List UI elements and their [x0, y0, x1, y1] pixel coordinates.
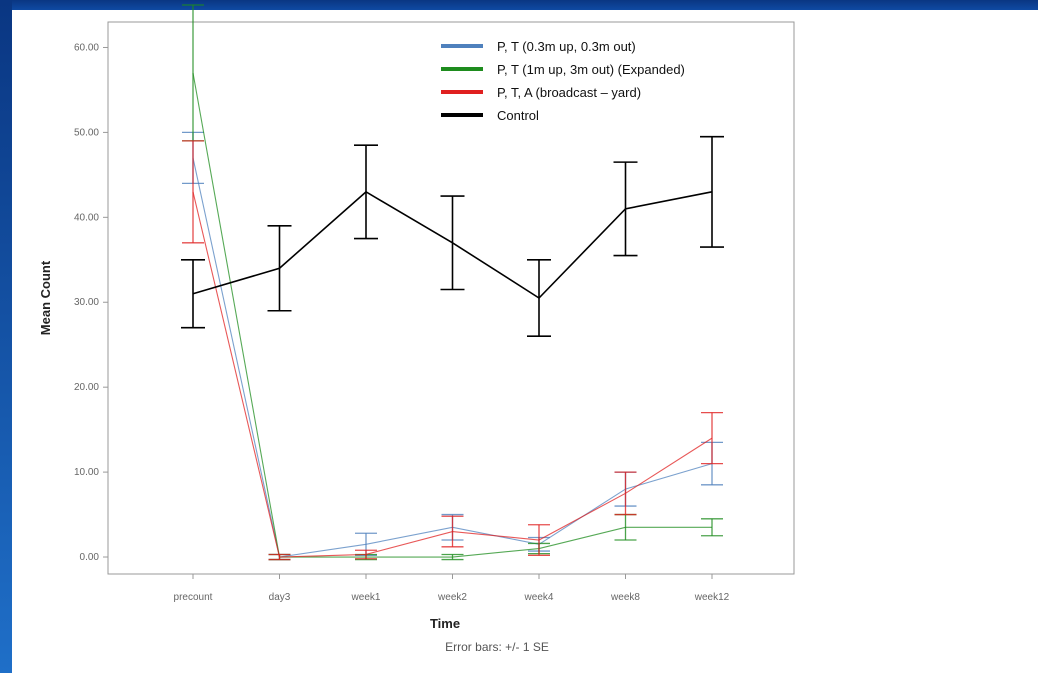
- error-bar-2-1: [268, 553, 291, 561]
- x-tick-label-4: week4: [524, 592, 554, 603]
- error-bar-3-3: [440, 195, 465, 291]
- error-bar-2-3: [441, 515, 464, 548]
- error-bar-3-0: [181, 258, 205, 329]
- slide-frame-top: [0, 0, 1038, 10]
- error-bar-3-6: [700, 135, 724, 248]
- series-layer: [181, 4, 724, 561]
- error-bar-2-6: [701, 411, 723, 465]
- error-bar-3-2: [354, 144, 378, 240]
- y-axis-title: Mean Count: [38, 260, 53, 335]
- error-bar-3-5: [613, 161, 638, 257]
- y-tick-label-4: 40.00: [74, 212, 99, 223]
- y-tick-label-3: 30.00: [74, 297, 99, 308]
- error-bar-1-6: [701, 518, 723, 537]
- legend-label-0: P, T (0.3m up, 0.3m out): [497, 39, 636, 54]
- y-tick-label-1: 10.00: [74, 467, 99, 478]
- x-tick-label-6: week12: [694, 592, 730, 603]
- error-bar-1-3: [441, 553, 464, 561]
- legend-label-3: Control: [497, 108, 539, 123]
- error-bar-2-2: [355, 549, 377, 560]
- error-bar-2-4: [528, 524, 550, 556]
- error-bar-2-5: [614, 471, 637, 516]
- legend-label-2: P, T, A (broadcast – yard): [497, 85, 641, 100]
- y-axis: 0.00 10.00 20.00 30.00 40.00 50.00 60.00: [74, 42, 108, 563]
- x-axis-title: Time: [430, 616, 460, 631]
- x-axis: precount day3 week1 week2 week4 week8 week12: [174, 574, 730, 603]
- plot-area: [107, 21, 795, 575]
- y-tick-label-2: 20.00: [74, 382, 99, 393]
- y-tick-label-0: 0.00: [80, 552, 100, 563]
- slide-frame-left: [0, 0, 12, 673]
- error-bar-2-0: [182, 140, 204, 244]
- error-bar-3-1: [267, 225, 292, 312]
- series-3: [181, 135, 724, 338]
- error-bar-3-4: [527, 258, 551, 338]
- series-2: [182, 140, 723, 561]
- x-tick-label-0: precount: [174, 592, 213, 603]
- error-bar-footnote: Error bars: +/- 1 SE: [445, 640, 549, 654]
- legend-label-1: P, T (1m up, 3m out) (Expanded): [497, 62, 685, 77]
- x-tick-label-2: week1: [351, 592, 381, 603]
- x-tick-label-5: week8: [610, 592, 640, 603]
- x-tick-label-3: week2: [437, 592, 467, 603]
- legend: P, T (0.3m up, 0.3m out) P, T (1m up, 3m …: [441, 39, 685, 123]
- x-tick-label-1: day3: [269, 592, 291, 603]
- y-tick-label-5: 50.00: [74, 127, 99, 138]
- y-tick-label-6: 60.00: [74, 42, 99, 53]
